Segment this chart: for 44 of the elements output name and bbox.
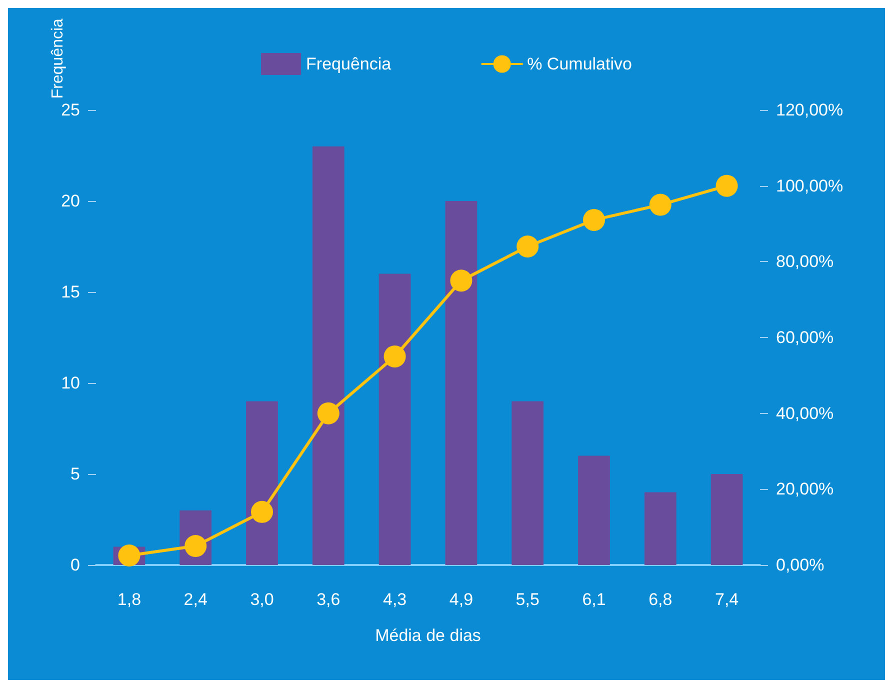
y-tick-label: 15 (61, 282, 80, 302)
x-axis-title: Média de dias (375, 626, 481, 645)
x-tick-label: 6,8 (648, 590, 672, 609)
y-tick-label: 10 (61, 374, 80, 392)
x-tick-label: 3,6 (316, 590, 340, 609)
x-tick-label: 7,4 (714, 590, 739, 609)
bar (246, 401, 278, 565)
point (118, 544, 140, 567)
x-tick-label: 5,5 (516, 590, 540, 609)
y2-tick-label: 40,00% (776, 404, 834, 423)
y2-tick-label: 0,00% (776, 556, 824, 574)
point (450, 270, 472, 292)
x-tick-label: 4,3 (382, 590, 407, 609)
point (583, 208, 605, 231)
y2-tick-label: 20,00% (776, 480, 834, 499)
y2-tick-label: 100,00% (776, 176, 844, 196)
point (384, 345, 406, 368)
bar (378, 274, 411, 565)
bar (445, 201, 478, 565)
bar (644, 492, 676, 565)
x-tick-label: 2,4 (184, 590, 208, 609)
point (716, 174, 738, 197)
legend-label: % Cumulativo (527, 54, 632, 74)
y-tick-label: 25 (61, 100, 80, 120)
bar (578, 456, 610, 565)
x-tick-label: 6,1 (582, 590, 606, 609)
x-tick-label: 4,9 (449, 590, 474, 609)
bar (312, 146, 344, 565)
y-axis-title: Frequência (50, 18, 66, 99)
y2-tick-label: 120,00% (776, 100, 844, 120)
bar (710, 474, 743, 565)
point (649, 194, 672, 216)
legend-label: Frequência (306, 54, 392, 74)
point (516, 236, 539, 258)
point (251, 500, 273, 523)
x-tick-label: 3,0 (250, 590, 274, 609)
y2-tick-label: 60,00% (776, 328, 834, 347)
y-tick-label: 5 (70, 464, 80, 484)
x-tick-label: 1,8 (117, 590, 142, 609)
y-tick-label: 0 (70, 556, 80, 574)
y-tick-label: 20 (61, 192, 80, 210)
y2-tick-label: 80,00% (776, 252, 834, 272)
point (317, 402, 340, 424)
bar (512, 401, 544, 565)
